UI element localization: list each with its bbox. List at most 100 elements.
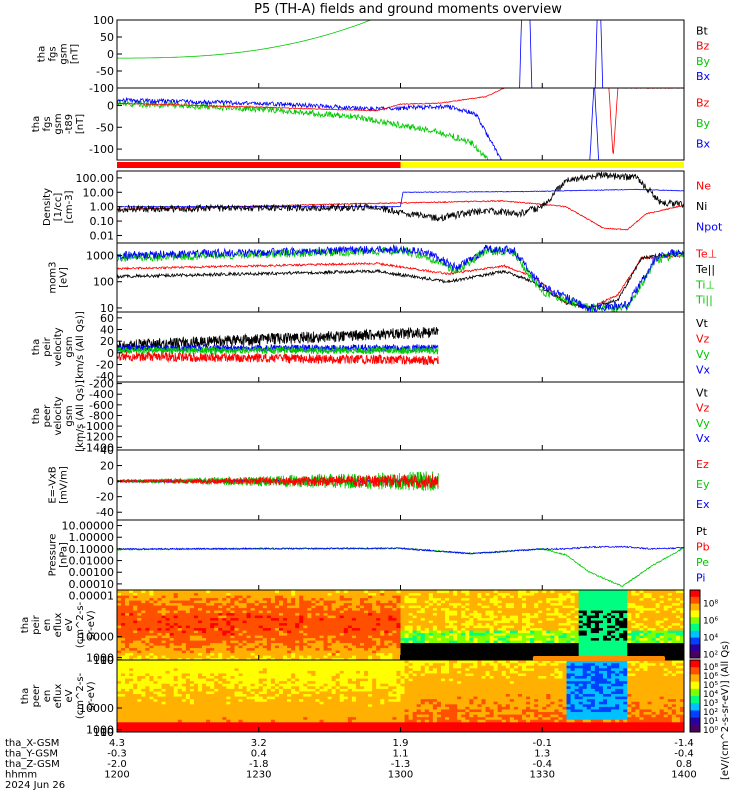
heatmap-cell	[165, 708, 171, 713]
heatmap-cell	[161, 595, 167, 599]
heatmap-cell	[169, 645, 175, 649]
heatmap-cell	[647, 612, 653, 616]
heatmap-cell	[149, 708, 155, 713]
heatmap-cell	[149, 637, 155, 641]
heatmap-cell	[392, 642, 398, 646]
heatmap-cell	[513, 635, 519, 639]
heatmap-cell	[566, 590, 572, 594]
heatmap-cell	[129, 602, 134, 606]
heatmap-cell	[416, 652, 422, 656]
heatmap-cell	[226, 719, 231, 723]
heatmap-cell	[177, 617, 183, 621]
heatmap-cell	[129, 696, 134, 700]
heatmap-cell	[611, 632, 616, 636]
heatmap-cell	[611, 612, 616, 616]
heatmap-cell	[651, 595, 657, 599]
heatmap-cell	[380, 610, 385, 614]
heatmap-cell	[550, 592, 555, 596]
heatmap-cell	[675, 637, 681, 641]
heatmap-cell	[623, 615, 628, 619]
heatmap-cell	[380, 637, 385, 641]
heatmap-cell	[513, 612, 519, 616]
heatmap-cell	[550, 602, 555, 606]
heatmap-cell	[574, 640, 580, 644]
heatmap-cell	[149, 607, 155, 611]
heatmap-cell	[222, 690, 227, 695]
heatmap-cell	[129, 650, 134, 654]
heatmap-cell	[436, 620, 442, 624]
heatmap-cell	[319, 607, 325, 611]
heatmap-cell	[129, 615, 134, 619]
heatmap-cell	[262, 657, 268, 660]
heatmap-cell	[603, 617, 608, 621]
heatmap-cell	[667, 627, 673, 631]
heatmap-cell	[627, 640, 632, 644]
heatmap-cell	[141, 708, 146, 713]
heatmap-cell	[412, 650, 418, 654]
heatmap-cell	[242, 620, 248, 624]
heatmap-cell	[343, 645, 349, 649]
heatmap-cell	[299, 610, 304, 614]
heatmap-cell	[129, 716, 134, 720]
heatmap-cell	[258, 657, 264, 660]
heatmap-cell	[121, 610, 126, 614]
heatmap-cell	[311, 657, 317, 660]
heatmap-cell	[461, 647, 466, 651]
heatmap-cell	[380, 595, 385, 599]
legend-entry: Ey	[696, 478, 710, 491]
heatmap-cell	[558, 635, 564, 639]
heatmap-cell	[473, 642, 479, 646]
heatmap-cell	[619, 610, 624, 614]
heatmap-cell	[372, 622, 377, 626]
heatmap-cell	[246, 645, 252, 649]
heatmap-cell	[631, 595, 636, 599]
heatmap-cell	[295, 640, 300, 644]
heatmap-cell	[517, 657, 523, 660]
heatmap-cell	[360, 622, 365, 626]
heatmap-cell	[517, 642, 523, 646]
heatmap-cell	[522, 617, 527, 621]
heatmap-cell	[210, 696, 215, 700]
heatmap-cell	[270, 630, 276, 634]
heatmap-cell	[420, 647, 426, 651]
heatmap-cell	[198, 635, 203, 639]
heatmap-cell	[262, 642, 268, 646]
heatmap-cell	[279, 605, 284, 609]
heatmap-cell	[368, 597, 373, 601]
heatmap-cell	[392, 625, 398, 629]
heatmap-cell	[323, 622, 329, 626]
heatmap-cell	[400, 597, 406, 601]
heatmap-cell	[177, 600, 183, 604]
heatmap-cell	[364, 655, 369, 659]
y-label-line: velocity	[53, 396, 64, 435]
heatmap-cell	[189, 602, 195, 606]
heatmap-cell	[303, 627, 308, 631]
heatmap-cell	[157, 708, 163, 713]
heatmap-cell	[343, 620, 349, 624]
heatmap-cell	[262, 635, 268, 639]
heatmap-cell	[562, 617, 568, 621]
heatmap-cell	[598, 635, 604, 639]
heatmap-cell	[615, 625, 620, 629]
heatmap-cell	[266, 617, 272, 621]
heatmap-cell	[270, 600, 276, 604]
heatmap-cell	[165, 632, 171, 636]
heatmap-cell	[181, 696, 187, 700]
heatmap-cell	[173, 716, 179, 720]
heatmap-cell	[206, 662, 211, 666]
heatmap-cell	[554, 620, 560, 624]
heatmap-cell	[534, 597, 539, 601]
heatmap-cell	[246, 620, 252, 624]
heatmap-cell	[372, 615, 377, 619]
heatmap-cell	[153, 652, 159, 656]
heatmap-cell	[639, 650, 645, 654]
heatmap-cell	[181, 688, 187, 692]
heatmap-cell	[226, 655, 231, 659]
heatmap-cell	[631, 610, 636, 614]
heatmap-cell	[441, 635, 446, 639]
heatmap-cell	[412, 610, 418, 614]
y-axis-label: tha peir en eflux eV (cm^2-s-sr-eV)	[20, 601, 97, 648]
heatmap-cell	[238, 655, 244, 659]
heatmap-cell	[149, 724, 155, 728]
heatmap-cell	[189, 714, 195, 718]
